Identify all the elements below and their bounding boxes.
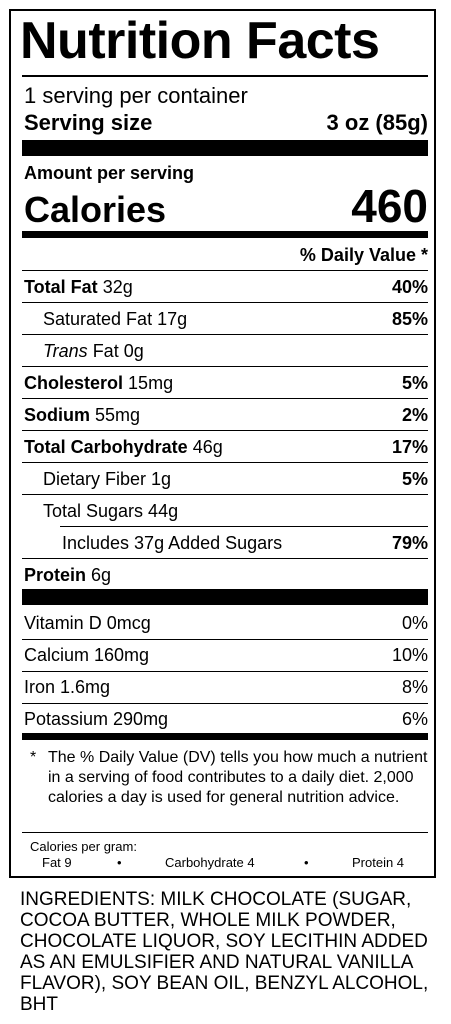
- cholesterol-amount: 15mg: [128, 373, 174, 393]
- saturated-fat-label: Saturated Fat 17g: [43, 309, 188, 329]
- cpg-carbohydrate: Carbohydrate 4: [165, 855, 255, 870]
- serving-size-value: 3 oz (85g): [326, 110, 428, 135]
- cpg-fat: Fat 9: [42, 855, 72, 870]
- sodium-amount: 55mg: [95, 405, 141, 425]
- protein-label: Protein: [24, 565, 87, 585]
- divider: [22, 832, 428, 833]
- protein-row: Protein 6g: [24, 566, 111, 584]
- calcium-dv: 10%: [391, 645, 428, 665]
- thick-divider: [22, 140, 428, 156]
- trans-fat-row: Trans Fat 0g: [43, 342, 144, 360]
- divider: [22, 558, 428, 559]
- footnote-text: The % Daily Value (DV) tells you how muc…: [48, 749, 428, 806]
- cpg-protein: Protein 4: [352, 855, 405, 870]
- divider: [22, 703, 428, 704]
- potassium-label: Potassium 290mg: [24, 709, 169, 729]
- divider: [22, 430, 428, 431]
- cpg-bullet: •: [117, 855, 122, 870]
- sodium-row: Sodium 55mg: [24, 406, 140, 424]
- medium-divider: [22, 733, 428, 740]
- potassium-dv: 6%: [401, 709, 428, 729]
- vitamin-d-label: Vitamin D 0mcg: [24, 613, 151, 633]
- divider: [22, 639, 428, 640]
- divider: [22, 462, 428, 463]
- iron-label: Iron 1.6mg: [24, 677, 111, 697]
- ingredients-text: INGREDIENTS: MILK CHOCOLATE (SUGAR, COCO…: [20, 889, 429, 1015]
- protein-amount: 6g: [91, 565, 112, 585]
- servings-per-container: 1 serving per container: [24, 83, 248, 108]
- total-carb-label: Total Carbohydrate: [24, 437, 188, 457]
- trans-fat-italic: Trans: [43, 341, 88, 361]
- iron-dv: 8%: [401, 677, 428, 697]
- total-sugars-label: Total Sugars 44g: [43, 501, 179, 521]
- panel-title: Nutrition Facts: [20, 12, 380, 70]
- added-sugars-label: Includes 37g Added Sugars: [62, 533, 283, 553]
- nutrition-facts-panel: [9, 9, 436, 878]
- total-carb-amount: 46g: [192, 437, 223, 457]
- divider: [22, 334, 428, 335]
- total-fat-label: Total Fat: [24, 277, 98, 297]
- divider: [22, 75, 428, 77]
- divider: [22, 494, 428, 495]
- calcium-label: Calcium 160mg: [24, 645, 150, 665]
- calories-value: 460: [351, 180, 428, 232]
- cholesterol-row: Cholesterol 15mg: [24, 374, 173, 392]
- vitamin-d-dv: 0%: [401, 613, 428, 633]
- sodium-label: Sodium: [24, 405, 90, 425]
- trans-fat-rest: Fat 0g: [87, 341, 144, 361]
- dietary-fiber-dv: 5%: [401, 469, 428, 489]
- divider: [22, 270, 428, 271]
- total-carb-dv: 17%: [391, 437, 428, 457]
- cpg-bullet: •: [304, 855, 309, 870]
- divider: [60, 526, 428, 527]
- daily-value-header: % Daily Value *: [299, 245, 428, 265]
- saturated-fat-dv: 85%: [391, 309, 428, 329]
- divider: [22, 366, 428, 367]
- divider: [22, 671, 428, 672]
- calories-per-gram-label: Calories per gram:: [30, 839, 137, 854]
- added-sugars-dv: 79%: [391, 533, 428, 553]
- divider: [22, 398, 428, 399]
- dietary-fiber-label: Dietary Fiber 1g: [43, 469, 172, 489]
- total-fat-row: Total Fat 32g: [24, 278, 133, 296]
- serving-size-label: Serving size: [24, 110, 153, 135]
- sodium-dv: 2%: [401, 405, 428, 425]
- footnote-star: *: [30, 749, 37, 766]
- amount-per-serving: Amount per serving: [24, 163, 195, 183]
- calories-label: Calories: [24, 189, 167, 230]
- cholesterol-dv: 5%: [401, 373, 428, 393]
- divider: [22, 302, 428, 303]
- total-fat-dv: 40%: [391, 277, 428, 297]
- total-carb-row: Total Carbohydrate 46g: [24, 438, 223, 456]
- medium-divider: [22, 231, 428, 238]
- thick-divider: [22, 589, 428, 605]
- total-fat-amount: 32g: [102, 277, 133, 297]
- cholesterol-label: Cholesterol: [24, 373, 124, 393]
